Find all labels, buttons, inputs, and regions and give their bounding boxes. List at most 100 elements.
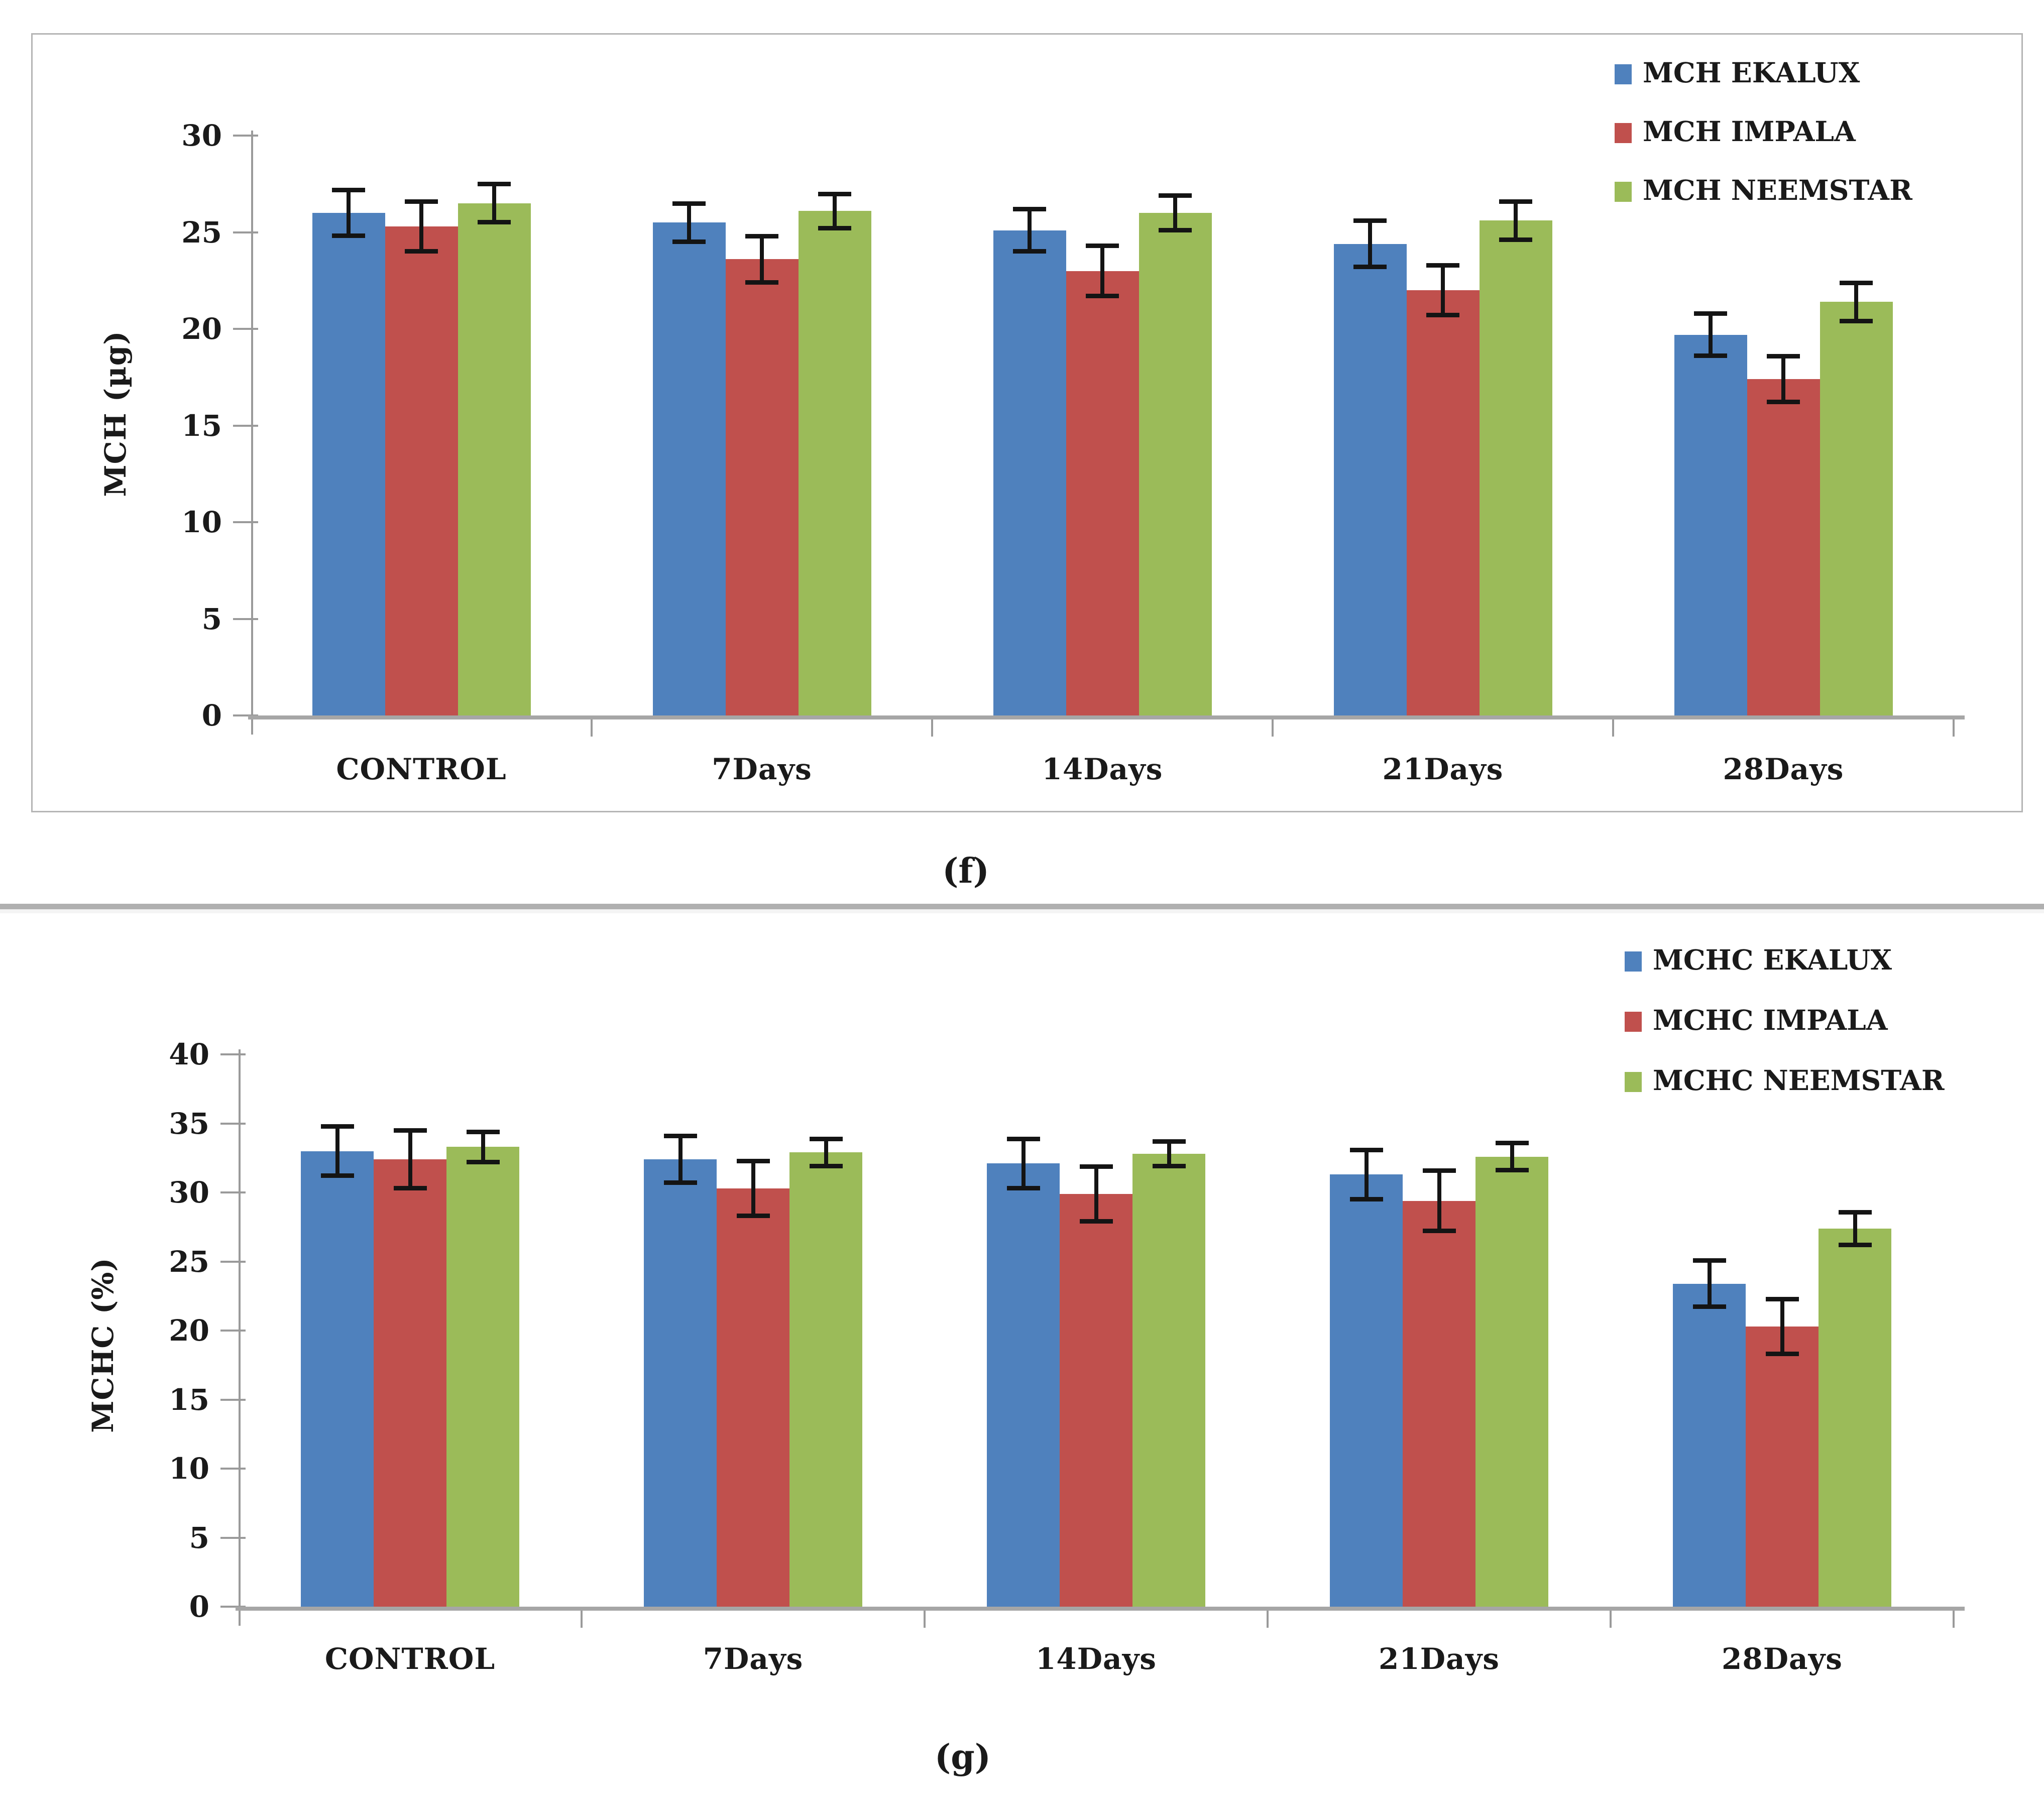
error-bar-cap-top [663, 1134, 697, 1139]
legend-label: MCH EKALUX [1643, 56, 1860, 89]
legend-swatch [1615, 123, 1632, 143]
error-bar-line [1514, 201, 1518, 240]
y-tick-mark [233, 424, 258, 427]
error-bar-cap-top [1422, 1168, 1456, 1173]
y-tick-mark [220, 1191, 246, 1193]
error-bar-cap-bottom [1006, 1185, 1040, 1190]
x-tick-mark [581, 1611, 583, 1628]
y-tick-mark [220, 1606, 246, 1608]
x-tick-mark [591, 719, 593, 737]
panel-mch: 0 5 10 15 20 25 30 CONTROL 7Days 14Days 21Days 28Da… [31, 33, 2023, 891]
error-bar-cap-top [1838, 1210, 1872, 1215]
panel-caption: (f) [942, 851, 989, 891]
x-tick-mark [1612, 719, 1614, 737]
error-bar-cap-bottom [1495, 1168, 1529, 1172]
x-tick-mark [1953, 1611, 1955, 1628]
panel-mchc: 0 5 10 15 20 25 30 35 40 CONTROL 7Days 14Days 21Days… [0, 910, 2044, 1806]
y-tick-label: 15 [181, 408, 222, 443]
error-bar-line [833, 193, 837, 228]
error-bar-cap-top [332, 187, 365, 192]
error-bar-line [824, 1138, 828, 1166]
error-bar-cap-bottom [1838, 1242, 1872, 1247]
error-bar-cap-bottom [1499, 237, 1532, 242]
error-bar-cap-top [1694, 311, 1727, 316]
y-tick-label: 35 [169, 1106, 209, 1141]
error-bar-line [1441, 265, 1445, 316]
bar [789, 1152, 862, 1607]
error-bar-line [1510, 1143, 1514, 1170]
error-bar-cap-bottom [1765, 1351, 1799, 1356]
error-bar-cap-bottom [393, 1185, 427, 1190]
bar [1406, 290, 1480, 715]
error-bar-line [760, 236, 764, 283]
error-bar-line [1021, 1138, 1026, 1188]
error-bar-line [1364, 1149, 1369, 1199]
bar [1475, 1156, 1548, 1607]
x-tick-label: 28Days [1723, 752, 1844, 786]
error-bar-cap-top [1495, 1141, 1529, 1145]
error-bar-cap-bottom [818, 225, 851, 230]
x-tick-label: 28Days [1722, 1642, 1843, 1676]
y-axis-line [239, 1049, 241, 1626]
x-tick-label: 21Days [1379, 1642, 1500, 1676]
plot-area: 0 5 10 15 20 25 30 35 40 CONTROL 7Days 14Days 21Days… [0, 910, 2044, 1806]
error-bar-cap-bottom [672, 239, 706, 244]
y-axis-line [251, 131, 253, 735]
error-bar-line [481, 1132, 485, 1162]
bar [798, 211, 871, 715]
error-bar-line [347, 189, 351, 236]
error-bar-line [1780, 1298, 1784, 1354]
x-tick-mark [1267, 1611, 1269, 1628]
error-bar-cap-bottom [736, 1213, 770, 1218]
error-bar-line [751, 1160, 755, 1216]
error-bar-line [1028, 209, 1032, 252]
error-bar-cap-top [1426, 263, 1459, 268]
error-bar-cap-bottom [1422, 1229, 1456, 1233]
bar [1066, 271, 1139, 715]
legend: MCHC EKALUX MCHC IMPALA MCHC NEEMSTAR [0, 910, 2044, 1806]
y-tick-label: 5 [201, 601, 222, 636]
error-bar-cap-bottom [1349, 1196, 1383, 1201]
error-bar-line [1094, 1166, 1098, 1222]
error-bar-cap-top [466, 1130, 500, 1134]
error-bar-cap-bottom [1013, 249, 1046, 254]
y-tick-label: 0 [189, 1590, 209, 1624]
error-bar-line [687, 203, 691, 242]
error-bar-cap-top [1767, 353, 1800, 358]
x-tick-label: CONTROL [336, 752, 507, 786]
error-bar-cap-top [1013, 207, 1046, 212]
panel-caption: (g) [935, 1737, 991, 1777]
plot-area: 0 5 10 15 20 25 30 CONTROL 7Days 14Days 21Days 28Da… [181, 118, 1965, 786]
error-bar-cap-bottom [1086, 293, 1119, 298]
y-tick-label: 25 [181, 215, 222, 250]
error-bar-cap-bottom [1692, 1304, 1726, 1309]
y-tick-mark [233, 714, 258, 716]
error-bar-cap-bottom [663, 1180, 697, 1185]
error-bar-line [1707, 1260, 1712, 1307]
bar [1333, 244, 1407, 715]
bar [458, 203, 531, 715]
panel-divider-highlight [0, 909, 2044, 913]
legend-swatch [1615, 182, 1632, 202]
bar [993, 230, 1066, 715]
bar [1674, 334, 1747, 715]
y-tick-label: 25 [169, 1244, 209, 1279]
error-bar-line [1368, 220, 1372, 267]
x-tick-label: 21Days [1382, 752, 1504, 786]
error-bar-cap-bottom [478, 220, 511, 225]
y-tick-mark [220, 1053, 246, 1055]
bar [644, 1159, 717, 1607]
legend-label: MCHC EKALUX [1653, 943, 1892, 976]
x-tick-mark [924, 1611, 926, 1628]
legend-label: MCHC NEEMSTAR [1653, 1064, 1945, 1097]
bar [385, 226, 458, 715]
error-bar-cap-top [809, 1136, 843, 1141]
bar [652, 222, 726, 715]
error-bar-cap-bottom [1152, 1163, 1186, 1168]
y-tick-mark [220, 1468, 246, 1470]
bar [1139, 213, 1212, 715]
bar [1673, 1283, 1746, 1607]
bar [1132, 1154, 1205, 1607]
x-tick-mark [1610, 1611, 1612, 1628]
error-bar-cap-top [1079, 1164, 1113, 1169]
